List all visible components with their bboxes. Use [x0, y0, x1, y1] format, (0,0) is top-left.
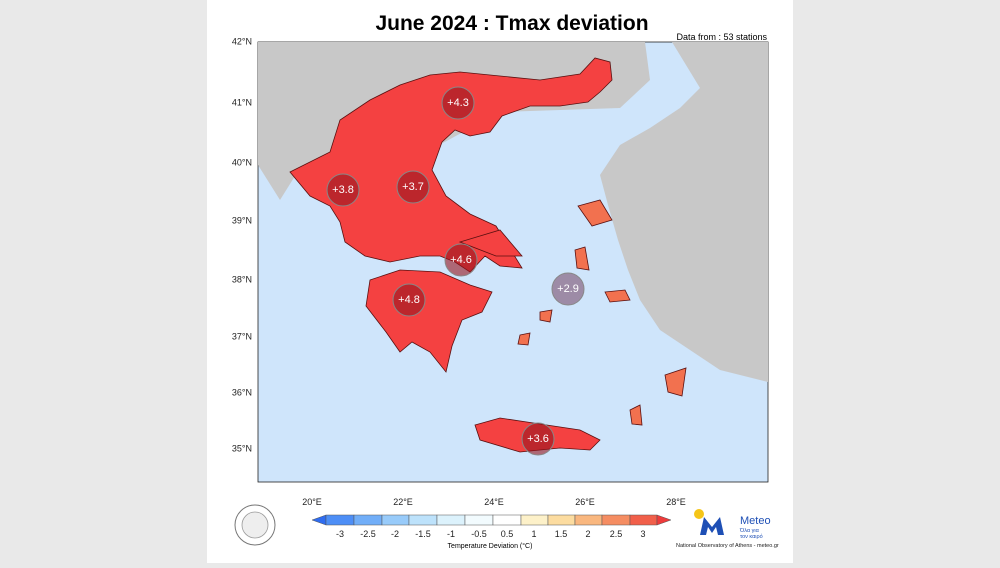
colorbar-segment — [464, 514, 494, 526]
evia — [458, 229, 523, 257]
seal-inner — [241, 511, 269, 539]
colorbar-segment — [436, 514, 466, 526]
colorbar-segment — [601, 514, 631, 526]
logo-sun — [694, 509, 704, 519]
colorbar-label: 2 — [585, 529, 590, 539]
colorbar-segment — [492, 514, 522, 526]
lat-label: 36°N — [232, 387, 252, 397]
colorbar-label: 2.5 — [610, 529, 623, 539]
lon-label: 26°E — [575, 497, 595, 507]
island — [629, 404, 643, 426]
station-marker — [392, 283, 426, 317]
map: 42°N 41°N 40°N 39°N 38°N 37°N 36°N 35°N … — [232, 36, 769, 507]
colorbar-label: -1 — [447, 529, 455, 539]
logo-tagline: τον καιρό — [740, 533, 763, 540]
station-marker — [326, 173, 360, 207]
station-label: +4.3 — [447, 97, 469, 109]
station-label: +2.9 — [557, 283, 579, 295]
colorbar-label: -2 — [391, 529, 399, 539]
colorbar-segment — [547, 514, 576, 526]
seal — [234, 504, 276, 546]
station-label: +3.8 — [332, 184, 354, 196]
logo: Meteo Όλα για τον καιρό National Observa… — [676, 509, 779, 549]
station-marker — [396, 170, 430, 204]
source-note: Data from : 53 stations — [676, 32, 767, 42]
longitude-labels: 20°E 22°E 24°E 26°E 28°E — [302, 497, 686, 507]
colorbar-label: 3 — [640, 529, 645, 539]
lesvos — [577, 199, 613, 227]
station-label: +4.6 — [450, 254, 472, 266]
colorbar-label: 1.5 — [555, 529, 568, 539]
station-label: +3.7 — [402, 181, 424, 193]
station-label: +4.8 — [398, 294, 420, 306]
station-marker — [444, 243, 478, 277]
samos — [604, 289, 631, 303]
colorbar-label: -3 — [336, 529, 344, 539]
title: June 2024 : Tmax deviation — [375, 12, 648, 35]
lat-label: 35°N — [232, 443, 252, 453]
chios — [574, 246, 590, 271]
rhodes — [664, 367, 687, 397]
lat-label: 37°N — [232, 331, 252, 341]
colorbar-label: 1 — [531, 529, 536, 539]
colorbar-label: -0.5 — [471, 529, 487, 539]
colorbar: -3 -2.5 -2 -1.5 -1 -0.5 0.5 1 1.5 2 2.5 … — [311, 514, 672, 550]
island — [517, 332, 531, 346]
island — [539, 309, 553, 323]
lat-label: 38°N — [232, 274, 252, 284]
station-marker — [551, 272, 585, 306]
lat-label: 40°N — [232, 157, 252, 167]
logo-tagline: Όλα για — [739, 528, 760, 534]
stations: +4.3 +3.8 +3.7 +4.6 +4.8 +2.9 +3.6 — [326, 86, 585, 456]
station-label: +3.6 — [527, 433, 549, 445]
logo-name: Meteo — [740, 515, 771, 527]
mainland — [289, 57, 613, 273]
colorbar-title: Temperature Deviation (°C) — [448, 542, 533, 550]
station-marker — [441, 86, 475, 120]
turkey — [600, 42, 768, 382]
colorbar-segment — [381, 514, 410, 526]
colorbar-segment — [629, 514, 658, 526]
station-marker — [521, 422, 555, 456]
colorbar-label: -1.5 — [415, 529, 431, 539]
lon-label: 20°E — [302, 497, 322, 507]
logo-credit: National Observatory of Athens - meteo.g… — [676, 543, 779, 549]
colorbar-segment — [325, 514, 355, 526]
colorbar-segment — [574, 514, 603, 526]
lat-label: 41°N — [232, 97, 252, 107]
lon-label: 28°E — [666, 497, 686, 507]
latitude-labels: 42°N 41°N 40°N 39°N 38°N 37°N 36°N 35°N — [232, 36, 252, 453]
colorbar-segment — [520, 514, 549, 526]
lat-label: 42°N — [232, 36, 252, 46]
logo-mark — [700, 517, 724, 535]
colorbar-segment — [353, 514, 383, 526]
colorbar-label: -2.5 — [360, 529, 376, 539]
lat-label: 39°N — [232, 215, 252, 225]
colorbar-end — [656, 514, 672, 526]
colorbar-segment — [408, 514, 438, 526]
lon-label: 22°E — [393, 497, 413, 507]
colorbar-label: 0.5 — [501, 529, 514, 539]
lon-label: 24°E — [484, 497, 504, 507]
